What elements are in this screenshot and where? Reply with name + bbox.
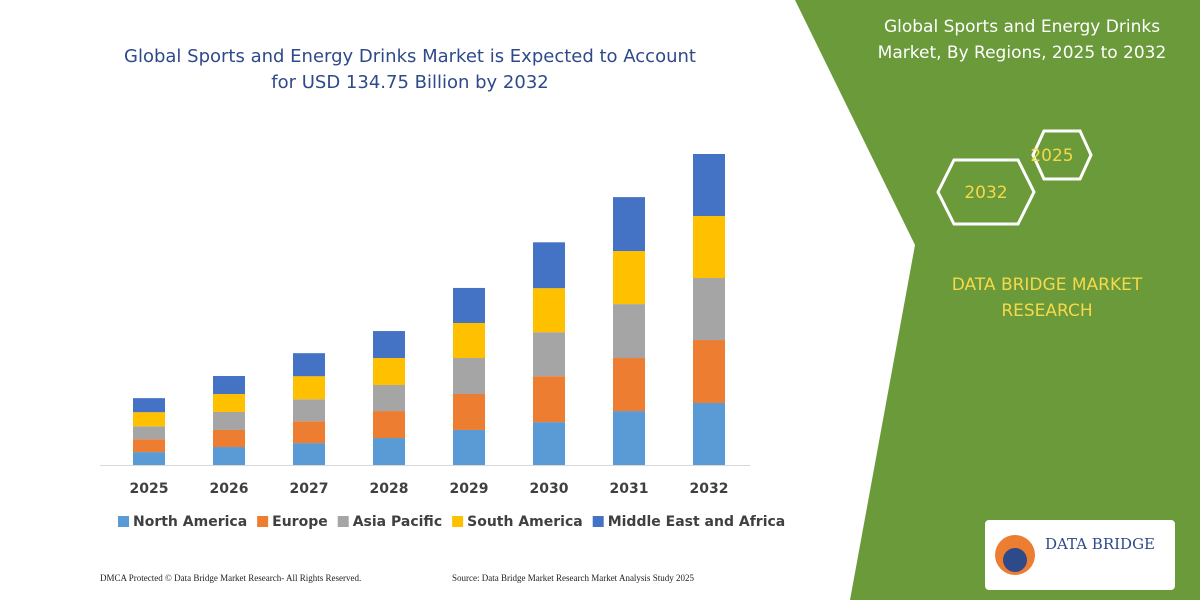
x-tick-label: 2025 (130, 481, 169, 497)
x-tick-label: 2027 (290, 481, 329, 497)
x-tick-label: 2032 (690, 481, 729, 497)
bar-segment (533, 376, 565, 423)
logo-mark (1003, 548, 1027, 572)
hexagon (1031, 129, 1093, 181)
bar-segment (693, 216, 725, 279)
legend-label: Europe (272, 514, 328, 530)
bar-segment (373, 438, 405, 465)
x-tick-label: 2029 (450, 481, 489, 497)
footer-right: Source: Data Bridge Market Research Mark… (452, 573, 694, 583)
legend-swatch (452, 516, 464, 527)
bar-segment (613, 251, 645, 305)
bar-segment (613, 411, 645, 465)
brand: RESEARCH (1001, 301, 1092, 321)
bar-segment (693, 154, 725, 217)
bar-segment (213, 429, 245, 448)
bar-segment (693, 278, 725, 341)
legend-swatch (118, 516, 129, 527)
footer-left: DMCA Protected © Data Bridge Market Rese… (100, 573, 361, 583)
x-tick-label: 2030 (530, 481, 569, 497)
hex-label: 2032 (964, 183, 1007, 203)
x-tick-label: 2028 (370, 481, 409, 497)
bar-segment (213, 376, 245, 394)
bar-segment (533, 422, 565, 465)
bar-segment (373, 411, 405, 439)
logo-box (985, 520, 1175, 590)
bar-segment (453, 358, 485, 394)
x-tick-label: 2031 (610, 481, 649, 497)
bar-segment (453, 287, 485, 323)
bar-segment (133, 439, 165, 453)
bar-segment (293, 443, 325, 465)
panel-title: Market, By Regions, 2025 to 2032 (878, 43, 1167, 63)
bar-segment (293, 376, 325, 400)
bar-segment (613, 197, 645, 252)
bar-segment (213, 393, 245, 412)
bar-segment (293, 353, 325, 377)
bar-segment (373, 358, 405, 386)
x-tick-label: 2026 (210, 481, 249, 497)
bar-segment (453, 322, 485, 359)
bar-segment (453, 429, 485, 465)
bar-segment (373, 385, 405, 412)
legend-label: North America (133, 514, 247, 530)
bar-segment (453, 393, 485, 430)
legend-swatch (592, 516, 604, 527)
hexagon (936, 158, 1036, 226)
bar-segment (693, 402, 725, 465)
bar-segment (293, 399, 325, 422)
legend-label: Middle East and Africa (608, 514, 786, 530)
bar-segment (213, 447, 245, 465)
brand: DATA BRIDGE MARKET (952, 275, 1143, 295)
bar-segment (533, 242, 565, 289)
bar-segment (293, 421, 325, 444)
bar-segment (693, 340, 725, 403)
bar-segment (133, 452, 165, 465)
bar-segment (133, 412, 165, 427)
bar-segment (533, 332, 565, 377)
bar-segment (133, 398, 165, 413)
legend-label: South America (467, 514, 583, 530)
side-panel (795, 0, 1200, 600)
logo-text: DATA BRIDGE (1045, 535, 1155, 553)
legend-swatch (257, 516, 269, 527)
bar-segment (533, 288, 565, 333)
chart-title: for USD 134.75 Billion by 2032 (271, 72, 548, 93)
panel-title: Global Sports and Energy Drinks (884, 17, 1160, 37)
chart-title: Global Sports and Energy Drinks Market i… (124, 46, 696, 67)
legend-label: Asia Pacific (353, 514, 442, 530)
bar-segment (613, 304, 645, 359)
hex-label: 2025 (1030, 146, 1073, 166)
bar-segment (373, 331, 405, 359)
bar-segment (213, 411, 245, 430)
legend-swatch (337, 516, 349, 527)
bar-segment (133, 426, 165, 440)
bar-segment (613, 358, 645, 412)
